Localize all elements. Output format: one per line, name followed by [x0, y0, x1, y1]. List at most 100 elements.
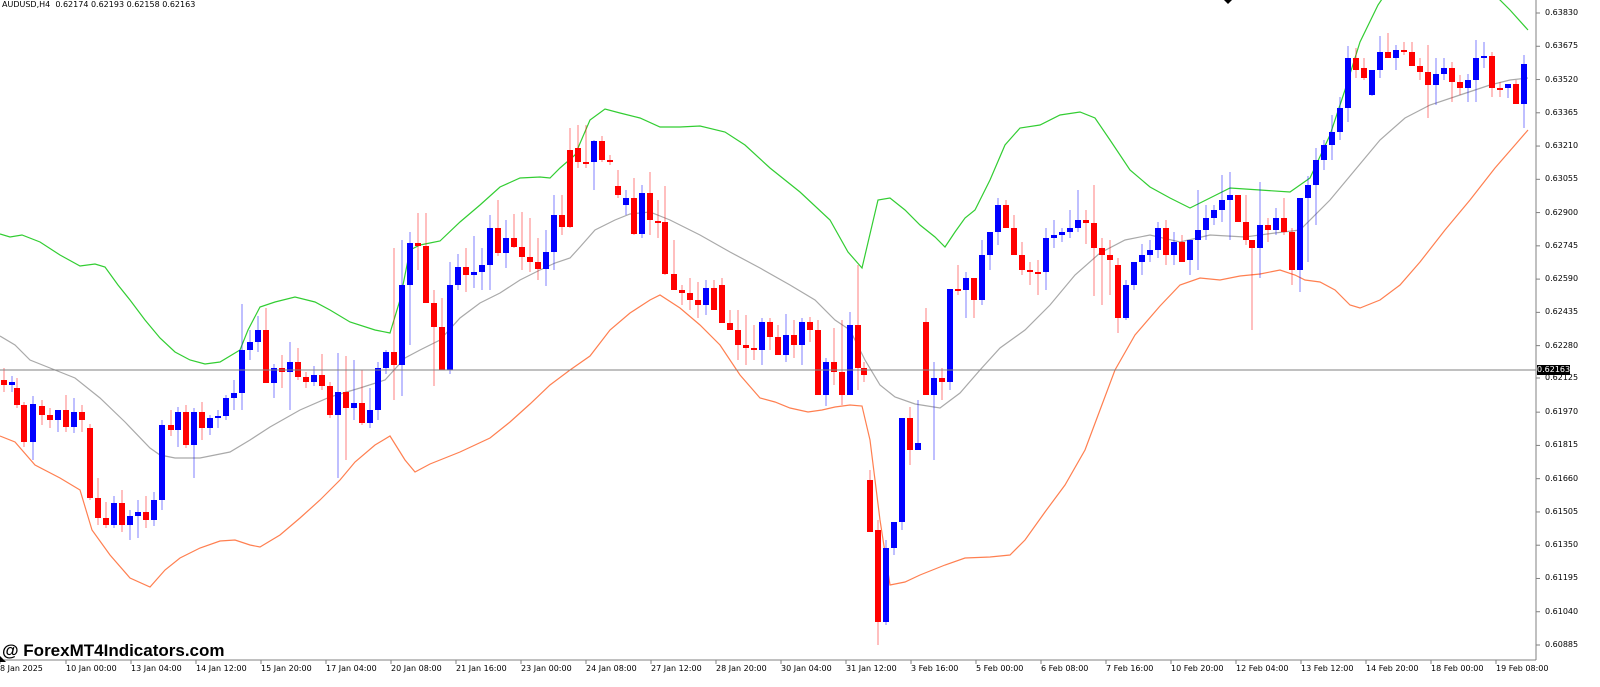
candle — [183, 405, 189, 448]
candle — [1417, 58, 1423, 80]
time-tick-label: 31 Jan 12:00 — [846, 664, 897, 673]
time-tick-label: 20 Jan 08:00 — [391, 664, 442, 673]
candle — [14, 378, 20, 408]
candle — [415, 213, 421, 270]
price-tick-label: 0.61815 — [1545, 440, 1579, 450]
candle — [111, 496, 117, 528]
candle — [287, 342, 293, 410]
candle — [95, 478, 101, 525]
candle — [623, 190, 629, 215]
candle — [1067, 210, 1073, 238]
candle — [1305, 176, 1311, 262]
price-tick-label: 0.62280 — [1545, 340, 1579, 350]
candle — [567, 128, 573, 228]
candle — [1497, 82, 1503, 97]
price-tick-label: 0.62435 — [1545, 307, 1579, 317]
candle — [939, 368, 945, 400]
time-tick-label: 18 Feb 00:00 — [1431, 664, 1484, 673]
candle — [767, 318, 773, 350]
candle — [191, 408, 197, 478]
time-tick-label: 19 Feb 08:00 — [1496, 664, 1549, 673]
candlesticks — [1, 33, 1527, 645]
candle — [1203, 205, 1209, 240]
candle — [1457, 75, 1463, 95]
candle — [971, 278, 977, 318]
time-tick-label: 5 Feb 00:00 — [976, 664, 1024, 673]
candle — [1361, 58, 1367, 80]
upper-band-line — [1499, 0, 1529, 31]
candle — [551, 195, 557, 270]
candle — [21, 402, 27, 447]
candle — [1011, 215, 1017, 255]
candle — [399, 240, 405, 396]
candle — [527, 218, 533, 272]
candle — [247, 330, 253, 360]
candle — [231, 380, 237, 410]
candle — [439, 298, 445, 370]
candle — [671, 240, 677, 290]
candle — [1211, 205, 1217, 225]
candle — [1187, 240, 1193, 275]
time-tick-label: 10 Feb 20:00 — [1171, 664, 1224, 673]
time-tick-label: 30 Jan 04:00 — [781, 664, 832, 673]
candle — [1043, 228, 1049, 290]
candle — [1409, 42, 1415, 66]
candle — [1179, 235, 1185, 262]
candle — [875, 520, 881, 645]
candle — [303, 372, 309, 388]
candle — [295, 348, 301, 380]
candle — [1147, 240, 1153, 262]
time-tick-label: 23 Jan 00:00 — [521, 664, 572, 673]
candle — [119, 490, 125, 532]
candle — [55, 410, 61, 432]
candle — [175, 407, 181, 447]
candle — [199, 402, 205, 440]
candle — [687, 278, 693, 310]
candle — [239, 304, 245, 410]
candle — [359, 370, 365, 425]
candle — [407, 232, 413, 345]
time-tick-label: 24 Jan 08:00 — [586, 664, 637, 673]
candle — [1059, 228, 1065, 242]
candle — [79, 405, 85, 432]
upper-band-line — [0, 0, 1383, 365]
candle — [1505, 84, 1511, 98]
candle — [867, 470, 873, 532]
candle — [343, 356, 349, 460]
time-tick-label: 3 Feb 16:00 — [911, 664, 959, 673]
candle — [639, 185, 645, 238]
candle — [847, 312, 853, 395]
price-tick-label: 0.60885 — [1545, 640, 1579, 649]
candle — [511, 214, 517, 248]
candle — [1051, 220, 1057, 248]
candle — [1155, 222, 1161, 258]
candle — [915, 400, 921, 450]
price-tick-label: 0.61040 — [1545, 606, 1579, 616]
candle — [455, 254, 461, 290]
candle — [279, 355, 285, 388]
candle — [47, 408, 53, 428]
price-tick-label: 0.61195 — [1545, 573, 1579, 583]
candle — [1083, 210, 1089, 244]
candle — [1353, 48, 1359, 78]
candle — [271, 364, 277, 398]
candle — [447, 262, 453, 374]
time-tick-label: 7 Feb 16:00 — [1106, 664, 1154, 673]
candle — [1163, 220, 1169, 265]
candle — [255, 316, 261, 352]
candle — [1481, 42, 1487, 68]
candle — [263, 308, 269, 383]
time-tick-label: 15 Jan 20:00 — [261, 664, 312, 673]
candle — [615, 170, 621, 198]
candle — [335, 353, 341, 478]
symbol-label: AUDUSD,H4 — [2, 0, 51, 9]
candle — [987, 232, 993, 270]
scroll-marker-icon — [1224, 0, 1232, 4]
candle — [883, 540, 889, 625]
price-tick-label: 0.63055 — [1545, 174, 1579, 184]
candle — [703, 280, 709, 315]
candle — [711, 280, 717, 310]
candle — [1003, 200, 1009, 228]
candle — [1289, 228, 1295, 285]
